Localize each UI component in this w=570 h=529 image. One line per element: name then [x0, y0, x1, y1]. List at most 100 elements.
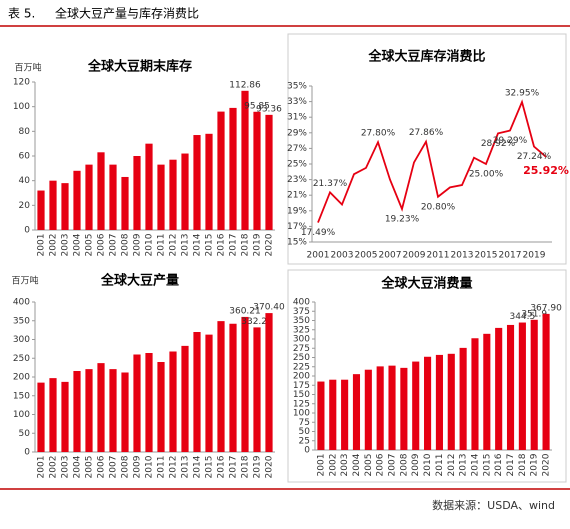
- x-tick-label: 2005: [85, 234, 95, 257]
- y-tick-label: 29%: [287, 128, 307, 138]
- data-label: 27.80%: [361, 129, 396, 139]
- data-label: 21.37%: [313, 179, 348, 189]
- y-tick-label: 50: [19, 429, 31, 439]
- x-tick-label: 2017: [499, 251, 522, 261]
- x-tick-label: 2009: [133, 233, 143, 256]
- x-tick-label: 2002: [49, 456, 59, 479]
- x-tick-label: 2016: [217, 233, 227, 256]
- bar: [317, 381, 325, 450]
- line-series: [317, 99, 547, 223]
- x-tick-label: 2010: [145, 233, 155, 256]
- bar: [169, 351, 177, 452]
- x-tick-label: 2011: [157, 234, 167, 257]
- bar: [483, 333, 491, 450]
- bar: [435, 354, 443, 450]
- x-tick-label: 2018: [241, 455, 251, 478]
- x-tick-label: 2019: [523, 251, 546, 261]
- x-tick-label: 2019: [530, 453, 540, 476]
- y-tick-label: 300: [293, 335, 310, 345]
- y-tick-label: 150: [293, 390, 310, 400]
- x-tick-label: 2002: [49, 234, 59, 257]
- x-tick-label: 2003: [331, 251, 354, 261]
- x-tick-label: 2001: [316, 454, 326, 477]
- bar: [253, 111, 261, 230]
- x-tick-label: 2010: [423, 453, 433, 476]
- data-label: 95.85: [244, 101, 270, 111]
- bar: [341, 379, 349, 450]
- y-tick-label: 150: [13, 391, 30, 401]
- x-tick-label: 2015: [205, 234, 215, 257]
- bar: [217, 321, 225, 452]
- y-tick-label: 21%: [287, 191, 307, 201]
- y-tick-label: 0: [24, 448, 30, 458]
- x-tick-label: 2015: [475, 251, 498, 261]
- x-tick-label: 2005: [85, 456, 95, 479]
- bar: [85, 369, 93, 452]
- bar: [85, 164, 93, 230]
- y-tick-label: 200: [293, 372, 310, 382]
- bar: [73, 371, 81, 452]
- x-tick-label: 2007: [109, 234, 119, 257]
- bar: [265, 114, 273, 230]
- y-tick-label: 75: [299, 418, 310, 428]
- bar: [253, 327, 261, 452]
- bar: [506, 324, 515, 450]
- bar: [400, 367, 408, 450]
- x-tick-label: 2016: [217, 455, 227, 478]
- chart-frame: [287, 269, 567, 483]
- bar: [61, 381, 69, 452]
- x-tick-label: 2007: [388, 454, 398, 477]
- bar: [145, 353, 153, 452]
- x-tick-label: 2003: [61, 456, 71, 479]
- y-tick-label: 19%: [287, 206, 307, 216]
- x-tick-label: 2011: [435, 454, 445, 477]
- bar: [73, 170, 81, 230]
- y-tick-label: 80: [19, 127, 31, 137]
- x-tick-label: 2018: [518, 453, 528, 476]
- data-label: 370.40: [253, 303, 285, 313]
- y-tick-label: 40: [19, 176, 31, 186]
- bar: [265, 313, 273, 452]
- x-tick-label: 2013: [181, 456, 191, 479]
- data-label: 25.92%: [523, 164, 569, 177]
- table-label: 表 5.: [8, 7, 35, 21]
- bar: [495, 327, 503, 450]
- y-tick-label: 20: [19, 201, 31, 211]
- x-tick-label: 2001: [37, 234, 47, 257]
- y-tick-label: 27%: [287, 144, 307, 154]
- figure-title: 全球大豆产量与库存消费比: [55, 6, 199, 21]
- x-tick-label: 2004: [73, 455, 83, 478]
- y-tick-label: 60: [19, 152, 31, 162]
- data-label: 112.86: [229, 80, 261, 90]
- x-tick-label: 2002: [328, 454, 338, 477]
- data-label: 28.92%: [481, 139, 516, 149]
- bar: [169, 159, 177, 230]
- x-tick-label: 2009: [133, 455, 143, 478]
- y-tick-label: 15%: [287, 238, 307, 248]
- data-label: 367.90: [530, 303, 562, 313]
- y-tick-label: 375: [293, 307, 310, 317]
- y-tick-label: 350: [13, 316, 30, 326]
- bar: [447, 353, 455, 450]
- x-tick-label: 2019: [253, 455, 263, 478]
- chart-title: 全球大豆库存消费比: [367, 49, 485, 65]
- bar: [133, 156, 141, 230]
- x-tick-label: 2020: [265, 455, 275, 478]
- bar: [157, 164, 165, 230]
- bar: [109, 369, 117, 452]
- x-tick-label: 2004: [352, 453, 362, 476]
- y-tick-label: 33%: [287, 97, 307, 107]
- bar: [364, 369, 372, 450]
- bar: [229, 107, 237, 230]
- y-tick-label: 300: [13, 335, 30, 345]
- x-tick-label: 2014: [193, 455, 203, 478]
- x-tick-label: 2019: [253, 233, 263, 256]
- x-tick-label: 2005: [355, 251, 378, 261]
- y-tick-label: 175: [293, 381, 310, 391]
- chart-frame: [287, 33, 567, 265]
- bar: [329, 379, 337, 450]
- data-label: 29.29%: [493, 136, 528, 146]
- data-label: 17.49%: [301, 228, 336, 238]
- y-tick-label: 0: [304, 446, 310, 456]
- y-tick-label: 50: [299, 427, 311, 437]
